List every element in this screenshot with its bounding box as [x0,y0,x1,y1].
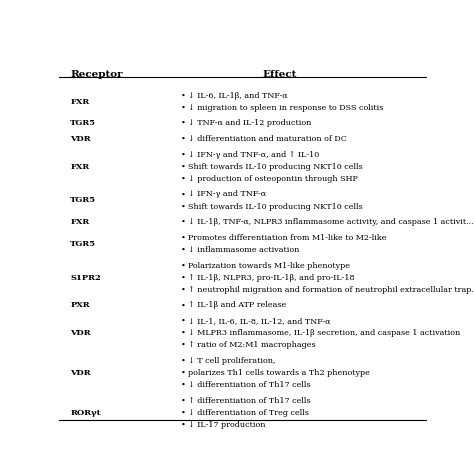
Text: ↓ IL-17 production: ↓ IL-17 production [188,421,265,429]
Text: ↑ IL-1β, NLPR3, pro-IL-1β, and pro-IL-18: ↑ IL-1β, NLPR3, pro-IL-1β, and pro-IL-18 [188,273,355,282]
Text: ↓ IL-1β, TNF-α, NLPR3 inflammasome activity, and caspase 1 activit...: ↓ IL-1β, TNF-α, NLPR3 inflammasome activ… [188,218,474,226]
Text: FXR: FXR [70,218,90,226]
Text: •: • [181,191,185,199]
Text: FXR: FXR [70,98,90,106]
Text: Shift towards IL-10 producing NKT10 cells: Shift towards IL-10 producing NKT10 cell… [188,202,363,210]
Text: •: • [181,262,185,270]
Text: •: • [181,163,185,171]
Text: S1PR2: S1PR2 [70,273,101,282]
Text: ↓ differentiation of Th17 cells: ↓ differentiation of Th17 cells [188,381,310,389]
Text: •: • [181,369,185,377]
Text: VDR: VDR [70,329,91,337]
Text: Receptor: Receptor [70,70,123,79]
Text: •: • [181,421,185,429]
Text: •: • [181,234,185,242]
Text: •: • [181,357,185,365]
Text: VDR: VDR [70,135,91,143]
Text: •: • [181,341,185,349]
Text: •: • [181,286,185,294]
Text: polarizes Th1 cells towards a Th2 phenotype: polarizes Th1 cells towards a Th2 phenot… [188,369,370,377]
Text: ↓ T cell proliferation,: ↓ T cell proliferation, [188,357,275,365]
Text: PXR: PXR [70,301,90,310]
Text: ↑ ratio of M2:M1 macrophages: ↑ ratio of M2:M1 macrophages [188,341,316,349]
Text: •: • [181,381,185,389]
Text: ↓ IFN-γ and TNF-α: ↓ IFN-γ and TNF-α [188,191,266,199]
Text: ↓ differentiation of Treg cells: ↓ differentiation of Treg cells [188,409,309,417]
Text: •: • [181,317,185,325]
Text: ↑ IL-1β and ATP release: ↑ IL-1β and ATP release [188,301,286,310]
Text: •: • [181,218,185,226]
Text: ↓ production of osteopontin through SHP: ↓ production of osteopontin through SHP [188,175,357,183]
Text: •: • [181,409,185,417]
Text: ↓ MLPR3 inflammasome, IL-1β secretion, and caspase 1 activation: ↓ MLPR3 inflammasome, IL-1β secretion, a… [188,329,460,337]
Text: •: • [181,273,185,282]
Text: Polarization towards M1-like phenotype: Polarization towards M1-like phenotype [188,262,350,270]
Text: ↓ TNF-α and IL-12 production: ↓ TNF-α and IL-12 production [188,119,311,128]
Text: TGR5: TGR5 [70,197,96,204]
Text: •: • [181,151,185,159]
Text: •: • [181,246,185,254]
Text: ↓ inflammasome activation: ↓ inflammasome activation [188,246,299,254]
Text: TGR5: TGR5 [70,240,96,248]
Text: ↑ neutrophil migration and formation of neutrophil extracellular trap...: ↑ neutrophil migration and formation of … [188,286,474,294]
Text: •: • [181,175,185,183]
Text: ↓ IFN-γ and TNF-α, and ↑ IL-10: ↓ IFN-γ and TNF-α, and ↑ IL-10 [188,151,319,159]
Text: •: • [181,301,185,310]
Text: ↑ differentiation of Th17 cells: ↑ differentiation of Th17 cells [188,397,310,405]
Text: RORγt: RORγt [70,409,101,417]
Text: VDR: VDR [70,369,91,377]
Text: •: • [181,104,185,111]
Text: •: • [181,91,185,100]
Text: •: • [181,397,185,405]
Text: •: • [181,119,185,128]
Text: Effect: Effect [263,70,297,79]
Text: •: • [181,329,185,337]
Text: FXR: FXR [70,163,90,171]
Text: ↓ migration to spleen in response to DSS colitis: ↓ migration to spleen in response to DSS… [188,104,383,111]
Text: ↓ IL-1, IL-6, IL-8, IL-12, and TNF-α: ↓ IL-1, IL-6, IL-8, IL-12, and TNF-α [188,317,330,325]
Text: ↓ differentiation and maturation of DC: ↓ differentiation and maturation of DC [188,135,346,143]
Text: Promotes differentiation from M1-like to M2-like: Promotes differentiation from M1-like to… [188,234,386,242]
Text: •: • [181,202,185,210]
Text: TGR5: TGR5 [70,119,96,128]
Text: ↓ IL-6, IL-1β, and TNF-α: ↓ IL-6, IL-1β, and TNF-α [188,91,287,100]
Text: Shift towards IL-10 producing NKT10 cells: Shift towards IL-10 producing NKT10 cell… [188,163,363,171]
Text: •: • [181,135,185,143]
